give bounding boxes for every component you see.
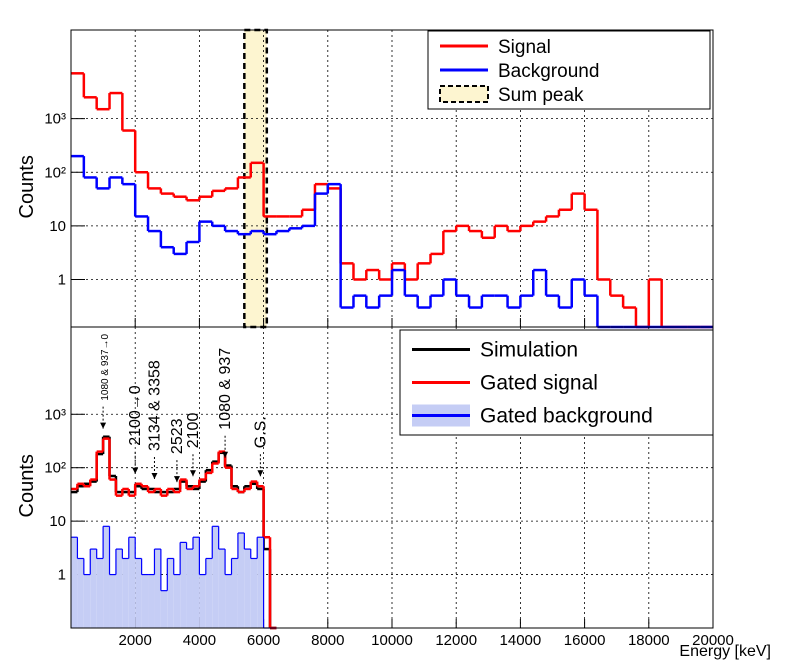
bin-fill xyxy=(109,574,116,628)
bin-fill xyxy=(173,574,181,628)
bin-fill xyxy=(135,558,142,628)
annotation: 1080 & 937→0 xyxy=(100,333,111,400)
bin-fill xyxy=(128,537,136,628)
bin-fill xyxy=(90,549,97,628)
bin-fill xyxy=(160,590,168,628)
arrow-head xyxy=(173,476,180,483)
bin-fill xyxy=(231,558,238,628)
bin-fill xyxy=(218,549,226,628)
bin-fill xyxy=(225,574,232,628)
annotation: 2100 xyxy=(185,413,202,449)
x-tick-label: 10000 xyxy=(371,632,413,649)
y-axis-title: Counts xyxy=(16,155,38,218)
bin-fill xyxy=(257,537,264,628)
y-tick-label: 10³ xyxy=(44,406,66,423)
annotation: 2100→0 xyxy=(127,385,144,446)
y-tick-label: 10² xyxy=(44,164,66,181)
y-axis-title: Counts xyxy=(16,454,38,517)
y-tick-label: 10 xyxy=(49,218,66,235)
arrow-head xyxy=(151,472,158,479)
bin-fill xyxy=(192,537,200,628)
x-tick-label: 6000 xyxy=(247,632,280,649)
bin-fill xyxy=(115,549,123,628)
bin-fill xyxy=(71,537,78,628)
legend-label: Background xyxy=(498,61,599,82)
bin-fill xyxy=(148,574,155,628)
arrow-head xyxy=(222,451,229,458)
x-tick-label: 8000 xyxy=(311,632,344,649)
bin-fill xyxy=(186,549,193,628)
annotation: 3134 & 3358 xyxy=(146,360,163,451)
plot-frame xyxy=(70,326,714,629)
arrow-head xyxy=(257,470,264,477)
bin-fill xyxy=(83,574,91,628)
bin-fill xyxy=(250,558,258,628)
bin-fill xyxy=(141,574,149,628)
bin-fill xyxy=(96,558,104,628)
y-tick-label: 1 xyxy=(58,567,66,584)
legend-label: Signal xyxy=(498,37,551,58)
bin-fill xyxy=(212,526,219,628)
bin-fill xyxy=(237,532,245,628)
arrow-head xyxy=(132,467,139,474)
annotation: 1080 & 937 xyxy=(217,348,234,430)
bin-fill xyxy=(154,549,161,628)
x-tick-label: 20000 xyxy=(692,632,734,649)
x-tick-label: 12000 xyxy=(435,632,477,649)
arrow-head xyxy=(189,470,196,477)
x-tick-label: 14000 xyxy=(500,632,542,649)
legend-swatch xyxy=(439,85,489,103)
bin-fill xyxy=(180,542,187,628)
y-tick-label: 10 xyxy=(49,513,66,530)
bin-fill xyxy=(77,558,84,628)
annotation: 2523 xyxy=(169,418,186,454)
x-tick-label: 18000 xyxy=(628,632,670,649)
bin-fill xyxy=(122,558,129,628)
bin-fill xyxy=(103,526,110,628)
bin-fill xyxy=(205,558,213,628)
x-axis-title: Energy [keV] xyxy=(679,643,771,660)
bin-fill xyxy=(167,558,174,628)
y-tick-label: 10² xyxy=(44,460,66,477)
legend-label: Gated background xyxy=(480,405,653,428)
legend-label: Simulation xyxy=(480,339,578,362)
y-tick-label: 10³ xyxy=(44,111,66,128)
x-tick-label: 16000 xyxy=(564,632,606,649)
x-tick-label: 2000 xyxy=(119,632,152,649)
bin-fill xyxy=(199,574,206,628)
bin-fill xyxy=(244,549,251,628)
arrow-head xyxy=(100,422,107,429)
x-tick-label: 4000 xyxy=(183,632,216,649)
legend-label: Sum peak xyxy=(498,85,584,106)
legend-label: Gated signal xyxy=(480,372,598,395)
annotation: G.S. xyxy=(252,416,269,448)
y-tick-label: 1 xyxy=(58,271,66,288)
